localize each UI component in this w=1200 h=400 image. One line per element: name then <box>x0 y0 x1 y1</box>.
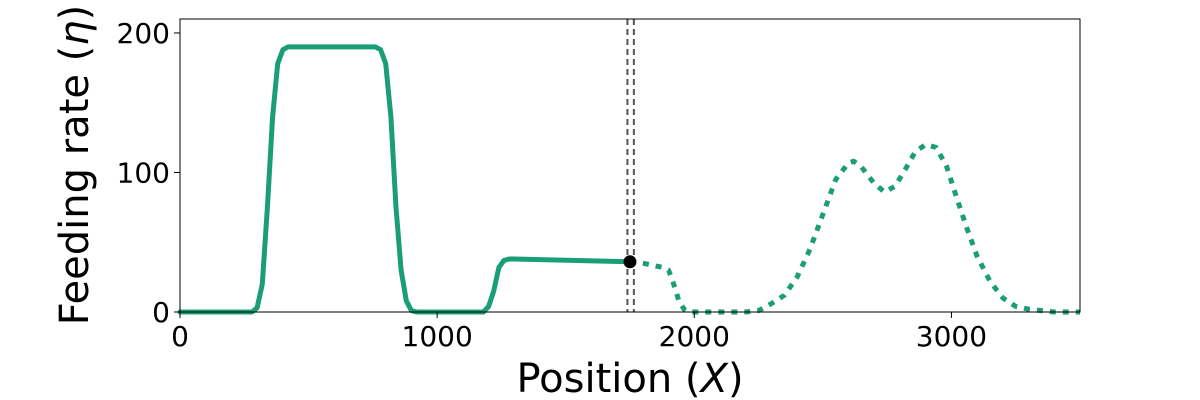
x-tick-label: 0 <box>171 320 189 353</box>
axes-frame <box>179 18 1081 313</box>
x-tick-label: 3000 <box>916 320 987 353</box>
series-line-dotted <box>629 142 1080 315</box>
y-axis-label-var: η <box>52 20 98 45</box>
x-axis-label: Position (X) <box>516 356 743 400</box>
x-tick-label: 1000 <box>402 320 473 353</box>
y-axis-label: Feeding rate (η) <box>52 5 98 326</box>
x-axis-label-var: X <box>699 356 730 400</box>
x-tick-label: 2000 <box>659 320 730 353</box>
y-tick-label: 0 <box>152 296 170 329</box>
x-axis-label-text: Position <box>516 356 672 400</box>
current-position-marker <box>623 255 637 269</box>
y-tick-label: 100 <box>117 156 170 189</box>
series-line-solid <box>177 44 633 315</box>
y-tick-label: 200 <box>117 17 170 50</box>
axis-ticks: 0 1000 2000 3000 0 100 200 <box>117 17 988 353</box>
plot-area <box>177 19 1080 315</box>
y-axis-label-text: Feeding rate <box>52 74 98 325</box>
